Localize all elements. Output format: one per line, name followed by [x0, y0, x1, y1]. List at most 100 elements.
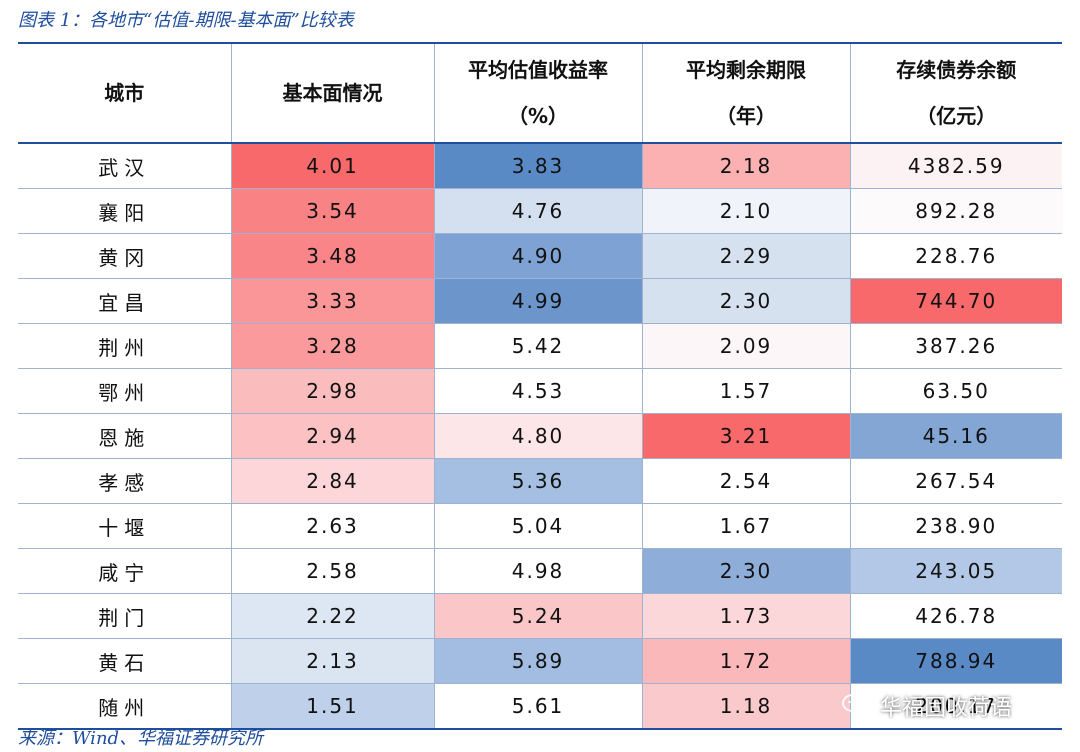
maturity-cell: 2.10	[642, 188, 851, 234]
watermark: 华福固收荷语	[842, 688, 1012, 724]
maturity-cell: 2.30	[642, 548, 851, 594]
header-fundamental: 基本面情况	[231, 44, 435, 144]
city-cell: 随州	[18, 683, 232, 730]
table-row: 十堰 2.63 5.04 1.67 238.90	[18, 503, 1062, 549]
maturity-cell: 2.30	[642, 278, 851, 324]
city-cell: 十堰	[18, 503, 232, 549]
header-yield: 平均估值收益率 （%）	[434, 44, 643, 144]
header-balance: 存续债券余额 （亿元）	[850, 44, 1062, 144]
top-rule	[18, 42, 1062, 44]
balance-cell: 200.17	[850, 683, 1062, 730]
table-row: 荆州 3.28 5.42 2.09 387.26	[18, 323, 1062, 369]
city-cell: 荆州	[18, 323, 232, 369]
yield-cell: 3.83	[434, 143, 643, 189]
yield-cell: 5.42	[434, 323, 643, 369]
fundamental-cell: 3.28	[231, 323, 435, 369]
wechat-icon	[842, 694, 871, 717]
balance-cell: 892.28	[850, 188, 1062, 234]
header-row: 城市 基本面情况 平均估值收益率 （%） 平均剩余期限 （年） 存续债券余额 （…	[18, 44, 1062, 144]
balance-cell: 228.76	[850, 233, 1062, 279]
table-row: 宜昌 3.33 4.99 2.30 744.70	[18, 278, 1062, 324]
table-row: 恩施 2.94 4.80 3.21 45.16	[18, 413, 1062, 459]
header-yield-line-2: （%）	[507, 104, 569, 128]
city-cell: 黄石	[18, 638, 232, 684]
yield-cell: 5.89	[434, 638, 643, 684]
maturity-cell: 1.72	[642, 638, 851, 684]
header-city-line-1: 城市	[104, 81, 145, 105]
watermark-text: 华福固收荷语	[880, 696, 1013, 721]
balance-cell: 744.70	[850, 278, 1062, 324]
balance-cell: 788.94	[850, 638, 1062, 684]
balance-cell: 243.05	[850, 548, 1062, 594]
fundamental-cell: 2.94	[231, 413, 435, 459]
yield-cell: 4.53	[434, 368, 643, 414]
yield-cell: 5.61	[434, 683, 643, 730]
header-maturity-line-2: （年）	[716, 104, 776, 128]
header-maturity-line-1: 平均剩余期限	[686, 58, 806, 82]
yield-cell: 4.90	[434, 233, 643, 279]
table-row: 咸宁 2.58 4.98 2.30 243.05	[18, 548, 1062, 594]
maturity-cell: 1.67	[642, 503, 851, 549]
city-cell: 鄂州	[18, 368, 232, 414]
header-yield-line-1: 平均估值收益率	[468, 58, 608, 82]
maturity-cell: 3.21	[642, 413, 851, 459]
yield-cell: 4.76	[434, 188, 643, 234]
maturity-cell: 2.18	[642, 143, 851, 189]
fundamental-cell: 2.58	[231, 548, 435, 594]
fundamental-cell: 2.84	[231, 458, 435, 504]
maturity-cell: 1.18	[642, 683, 851, 730]
maturity-cell: 2.09	[642, 323, 851, 369]
maturity-cell: 1.57	[642, 368, 851, 414]
table-row: 荆门 2.22 5.24 1.73 426.78	[18, 593, 1062, 639]
city-cell: 孝感	[18, 458, 232, 504]
yield-cell: 5.04	[434, 503, 643, 549]
table-row: 鄂州 2.98 4.53 1.57 63.50	[18, 368, 1062, 414]
comparison-table: 城市 基本面情况 平均估值收益率 （%） 平均剩余期限 （年） 存续债券余额 （…	[18, 44, 1062, 730]
fundamental-cell: 2.98	[231, 368, 435, 414]
table-row: 随州 1.51 5.61 1.18 200.17	[18, 683, 1062, 730]
balance-cell: 4382.59	[850, 143, 1062, 189]
fundamental-cell: 2.63	[231, 503, 435, 549]
city-cell: 襄阳	[18, 188, 232, 234]
source-note: 来源：Wind、华福证券研究所	[18, 728, 264, 749]
yield-cell: 4.98	[434, 548, 643, 594]
city-cell: 荆门	[18, 593, 232, 639]
yield-cell: 4.80	[434, 413, 643, 459]
fundamental-cell: 3.54	[231, 188, 435, 234]
balance-cell: 45.16	[850, 413, 1062, 459]
fundamental-cell: 3.48	[231, 233, 435, 279]
city-cell: 咸宁	[18, 548, 232, 594]
header-city: 城市	[18, 44, 232, 144]
maturity-cell: 2.29	[642, 233, 851, 279]
yield-cell: 5.24	[434, 593, 643, 639]
balance-cell: 63.50	[850, 368, 1062, 414]
header-balance-line-2: （亿元）	[916, 104, 997, 128]
header-maturity: 平均剩余期限 （年）	[642, 44, 851, 144]
table-row: 孝感 2.84 5.36 2.54 267.54	[18, 458, 1062, 504]
header-balance-line-1: 存续债券余额	[896, 58, 1017, 82]
table-row: 黄冈 3.48 4.90 2.29 228.76	[18, 233, 1062, 279]
balance-cell: 238.90	[850, 503, 1062, 549]
balance-cell: 267.54	[850, 458, 1062, 504]
fundamental-cell: 3.33	[231, 278, 435, 324]
city-cell: 黄冈	[18, 233, 232, 279]
figure-caption: 图表 1：各地市“估值-期限-基本面”比较表	[18, 10, 354, 31]
city-cell: 宜昌	[18, 278, 232, 324]
fundamental-cell: 4.01	[231, 143, 435, 189]
balance-cell: 426.78	[850, 593, 1062, 639]
yield-cell: 4.99	[434, 278, 643, 324]
header-fundamental-line-1: 基本面情况	[282, 81, 383, 105]
city-cell: 恩施	[18, 413, 232, 459]
table-row: 黄石 2.13 5.89 1.72 788.94	[18, 638, 1062, 684]
table-row: 武汉 4.01 3.83 2.18 4382.59	[18, 143, 1062, 189]
fundamental-cell: 1.51	[231, 683, 435, 730]
table-row: 襄阳 3.54 4.76 2.10 892.28	[18, 188, 1062, 234]
fundamental-cell: 2.13	[231, 638, 435, 684]
city-cell: 武汉	[18, 143, 232, 189]
maturity-cell: 1.73	[642, 593, 851, 639]
balance-cell: 387.26	[850, 323, 1062, 369]
maturity-cell: 2.54	[642, 458, 851, 504]
fundamental-cell: 2.22	[231, 593, 435, 639]
yield-cell: 5.36	[434, 458, 643, 504]
